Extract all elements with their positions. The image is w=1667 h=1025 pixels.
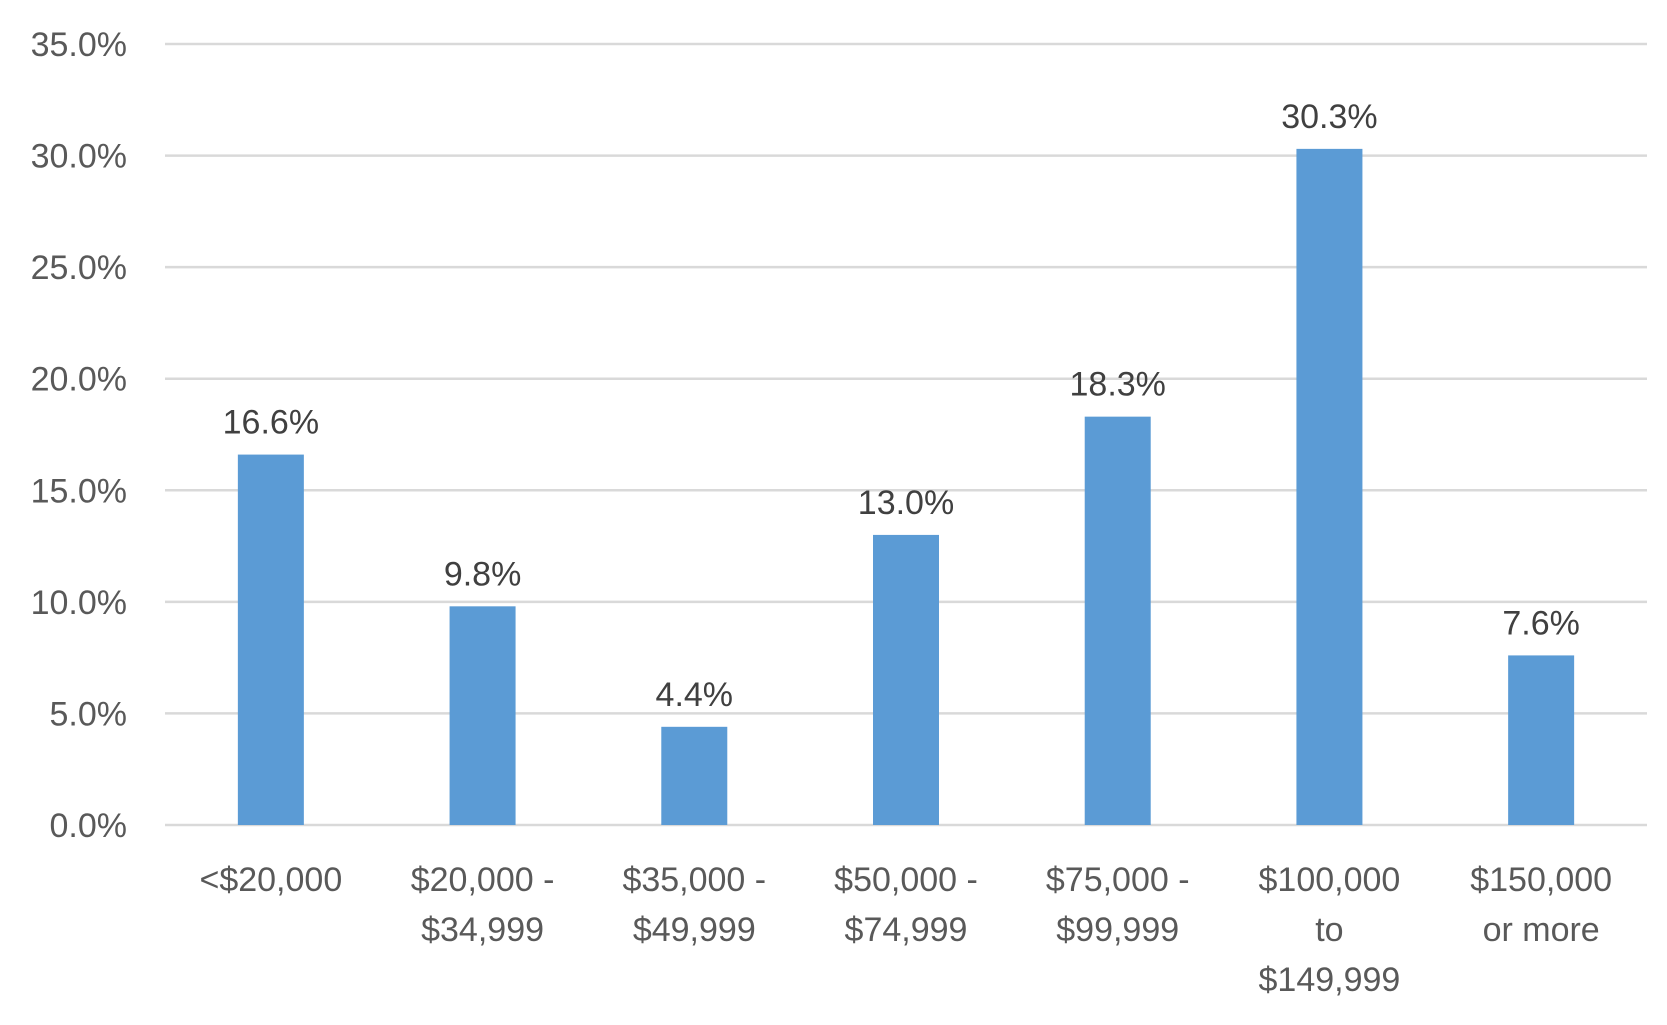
x-category-label: $100,000 to $149,999 [1259,861,1401,999]
x-axis-category-labels: <$20,000 $20,000 -$34,999 $35,000 -$49,999… [199,861,1612,999]
bar [237,454,304,825]
bar [1296,148,1363,825]
y-tick-label: 0.0% [50,807,128,845]
bar [1084,416,1151,825]
bar [873,534,939,825]
y-tick-label: 10.0% [31,584,127,622]
y-tick-label: 30.0% [31,138,127,176]
x-category-label: $50,000 -$74,999 [834,861,978,949]
x-category-label: $150,000 or more [1470,861,1612,949]
x-category-label: $75,000 -$99,999 [1046,861,1190,949]
y-tick-label: 20.0% [31,361,127,399]
data-label: 13.0% [858,484,954,522]
x-category-label: $20,000 -$34,999 [411,861,555,949]
x-category-label: $35,000 -$49,999 [622,861,766,949]
bar [661,726,728,825]
bar [1508,655,1575,825]
data-label: 4.4% [656,676,734,714]
bars [237,148,1575,825]
bar [449,606,516,825]
y-tick-label: 35.0% [31,26,127,64]
y-tick-label: 25.0% [31,249,127,287]
y-tick-label: 15.0% [31,472,127,510]
y-tick-label: 5.0% [50,695,128,733]
data-label: 16.6% [223,404,319,442]
data-label: 7.6% [1502,604,1580,642]
data-labels: 16.6% 9.8% 4.4% 13.0% 18.3% 30.3% 7.6% [223,98,1580,714]
data-label: 30.3% [1281,98,1377,136]
data-label: 9.8% [444,555,522,593]
data-label: 18.3% [1070,366,1166,404]
x-category-label: <$20,000 [199,861,342,899]
y-axis-tick-labels: 0.0% 5.0% 10.0% 15.0% 20.0% 25.0% 30.0% 35.0% [31,26,127,845]
